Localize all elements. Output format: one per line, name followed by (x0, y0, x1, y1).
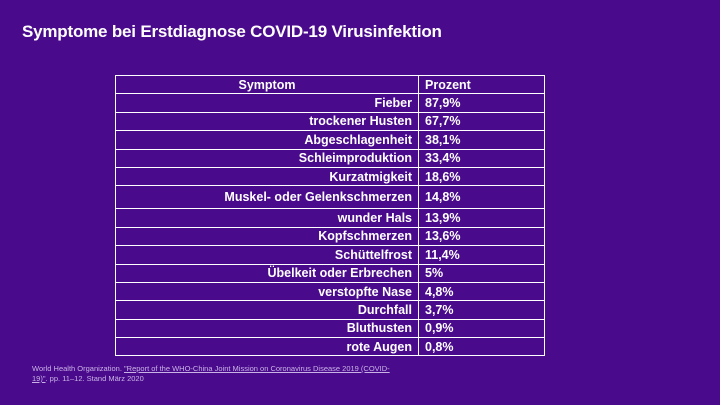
percent-cell: 14,8% (418, 185, 545, 210)
symptom-cell: Durchfall (115, 300, 419, 320)
symptom-cell: Bluthusten (115, 318, 419, 339)
percent-cell: 13,9% (418, 208, 545, 228)
symptom-cell: Kopfschmerzen (115, 226, 419, 247)
citation: World Health Organization. "Report of th… (32, 364, 392, 384)
table-row: Übelkeit oder Erbrechen 5% (115, 263, 545, 283)
table-row: wunder Hals 13,9% (115, 208, 545, 228)
header-percent: Prozent (418, 74, 545, 95)
symptom-cell: Übelkeit oder Erbrechen (115, 263, 419, 283)
percent-cell: 3,7% (418, 300, 545, 320)
symptom-cell: Schleimproduktion (115, 148, 419, 168)
table-header-row: Symptom Prozent (115, 74, 545, 95)
percent-cell: 67,7% (418, 111, 545, 132)
symptom-cell: Abgeschlagenheit (115, 130, 419, 150)
percent-cell: 0,8% (418, 337, 545, 357)
table-row: Schüttelfrost 11,4% (115, 245, 545, 265)
percent-cell: 13,6% (418, 226, 545, 247)
symptom-cell: Schüttelfrost (115, 245, 419, 265)
table-row: Kurzatmigkeit 18,6% (115, 166, 545, 187)
table-row: Schleimproduktion 33,4% (115, 148, 545, 168)
table-row: Bluthusten 0,9% (115, 318, 545, 339)
page-title: Symptome bei Erstdiagnose COVID-19 Virus… (22, 22, 442, 41)
symptom-cell: Fieber (115, 93, 419, 113)
header-symptom: Symptom (115, 74, 419, 95)
percent-cell: 0,9% (418, 318, 545, 339)
citation-prefix: World Health Organization. (32, 364, 124, 373)
symptom-table: Symptom Prozent Fieber 87,9% trockener H… (115, 74, 545, 357)
percent-cell: 87,9% (418, 93, 545, 113)
citation-suffix: . pp. 11–12. Stand März 2020 (45, 374, 144, 383)
percent-cell: 11,4% (418, 245, 545, 265)
table-row: Fieber 87,9% (115, 93, 545, 113)
symptom-cell: Muskel- oder Gelenkschmerzen (115, 185, 419, 210)
citation-link[interactable]: "Report of the WHO-China Joint Mission o… (32, 364, 390, 383)
table-row: verstopfte Nase 4,8% (115, 281, 545, 302)
symptom-cell: trockener Husten (115, 111, 419, 132)
table-row: Abgeschlagenheit 38,1% (115, 130, 545, 150)
table-row: trockener Husten 67,7% (115, 111, 545, 132)
table-row: Muskel- oder Gelenkschmerzen 14,8% (115, 185, 545, 210)
percent-cell: 33,4% (418, 148, 545, 168)
percent-cell: 4,8% (418, 281, 545, 302)
symptom-cell: verstopfte Nase (115, 281, 419, 302)
percent-cell: 18,6% (418, 166, 545, 187)
table-row: Kopfschmerzen 13,6% (115, 226, 545, 247)
percent-cell: 5% (418, 263, 545, 283)
table-row: rote Augen 0,8% (115, 337, 545, 357)
symptom-cell: rote Augen (115, 337, 419, 357)
percent-cell: 38,1% (418, 130, 545, 150)
symptom-cell: wunder Hals (115, 208, 419, 228)
symptom-cell: Kurzatmigkeit (115, 166, 419, 187)
table-row: Durchfall 3,7% (115, 300, 545, 320)
